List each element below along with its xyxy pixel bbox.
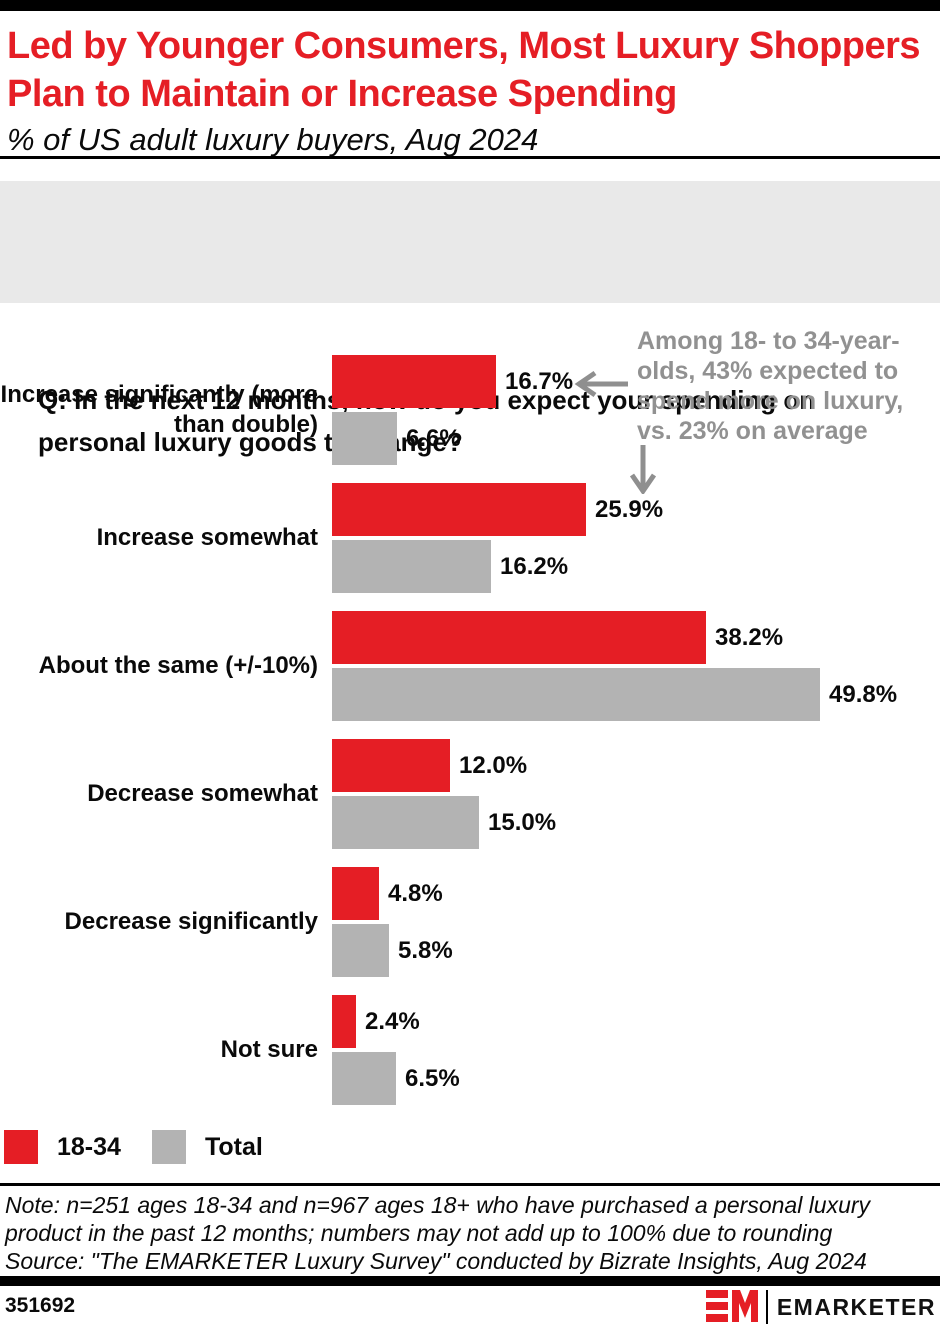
category-label: Decrease significantly [64, 908, 318, 935]
value-label-18-34: 16.7% [505, 367, 574, 395]
bar-total [332, 924, 389, 977]
note-divider-rule [0, 1183, 940, 1186]
arrow-left-icon [574, 370, 628, 398]
category-label: Increase somewhat [96, 524, 318, 551]
value-label-total: 5.8% [398, 936, 453, 964]
bar-18-34 [332, 483, 586, 536]
brand-name: EMARKETER [776, 1293, 936, 1320]
title-line-2: Plan to Maintain or Increase Spending [7, 73, 677, 115]
annotation-line-2: olds, 43% expected to [637, 357, 899, 385]
value-label-total: 16.2% [500, 552, 569, 580]
legend-label: Total [204, 1132, 263, 1161]
title-line-1: Led by Younger Consumers, Most Luxury Sh… [7, 25, 921, 67]
bar-18-34 [332, 611, 706, 664]
value-label-total: 49.8% [829, 680, 898, 708]
top-black-bar [0, 0, 940, 11]
category-label: Decrease somewhat [87, 780, 318, 807]
legend-label: 18-34 [57, 1132, 121, 1161]
bar-total [332, 796, 479, 849]
bar-group-increase-somewhat: Increase somewhat 25.9% 16.2% [0, 483, 940, 593]
category-label: Increase significantly (more than double… [0, 381, 318, 438]
bar-18-34 [332, 867, 379, 920]
legend-item-18-34: 18-34 [4, 1130, 121, 1164]
value-label-total: 15.0% [488, 808, 557, 836]
value-label-18-34: 12.0% [459, 751, 528, 779]
arrow-down-icon [629, 445, 657, 494]
annotation-line-4: vs. 23% on average [637, 417, 868, 445]
note-line-1: Note: n=251 ages 18-34 and n=967 ages 18… [5, 1192, 871, 1218]
header-divider-rule [0, 156, 940, 159]
value-label-18-34: 2.4% [365, 1007, 420, 1035]
legend-item-total: Total [151, 1130, 263, 1164]
annotation-line-1: Among 18- to 34-year- [637, 327, 900, 355]
page-title: Led by Younger Consumers, Most Luxury Sh… [7, 22, 937, 118]
note-line-2: product in the past 12 months; numbers m… [5, 1220, 833, 1246]
bar-total [332, 412, 397, 465]
value-label-18-34: 4.8% [388, 879, 443, 907]
value-label-18-34: 25.9% [595, 495, 664, 523]
footer-black-bar [0, 1276, 940, 1286]
value-label-total: 6.6% [406, 424, 461, 452]
legend-swatch-red [4, 1130, 38, 1164]
bar-18-34 [332, 355, 496, 408]
bar-18-34 [332, 739, 450, 792]
bar-18-34 [332, 995, 356, 1048]
chart-number: 351692 [5, 1294, 76, 1317]
subtitle: % of US adult luxury buyers, Aug 2024 [7, 122, 539, 157]
bar-group-decrease-somewhat: Decrease somewhat 12.0% 15.0% [0, 739, 940, 849]
legend-swatch-gray [151, 1130, 186, 1164]
bar-group-decrease-significantly: Decrease significantly 4.8% 5.8% [0, 867, 940, 977]
bar-total [332, 668, 820, 721]
note-and-source: Note: n=251 ages 18-34 and n=967 ages 18… [5, 1191, 935, 1275]
bar-group-about-the-same: About the same (+/-10%) 38.2% 49.8% [0, 611, 940, 721]
bar-chart: Increase significantly (more than double… [0, 318, 940, 1118]
legend: 18-34 Total [4, 1129, 263, 1165]
bar-group-increase-significantly: Increase significantly (more than double… [0, 355, 940, 465]
value-label-total: 6.5% [405, 1064, 460, 1092]
question-box: Q: In the next 12 months, how do you exp… [0, 181, 940, 457]
value-label-18-34: 38.2% [715, 623, 784, 651]
em-logo-mark-icon [705, 1290, 758, 1322]
category-label: Not sure [220, 1036, 318, 1063]
logo-divider [765, 1290, 768, 1324]
category-label: About the same (+/-10%) [38, 652, 318, 679]
annotation-line-3: spend more on luxury, [637, 387, 904, 415]
emarketer-logo: EMARKETER [705, 1288, 936, 1326]
source-line: Source: "The EMARKETER Luxury Survey" co… [5, 1248, 867, 1274]
bar-total [332, 1052, 396, 1105]
bar-total [332, 540, 491, 593]
callout-annotation: Among 18- to 34-year- olds, 43% expected… [637, 326, 937, 446]
bar-group-not-sure: Not sure 2.4% 6.5% [0, 995, 940, 1105]
